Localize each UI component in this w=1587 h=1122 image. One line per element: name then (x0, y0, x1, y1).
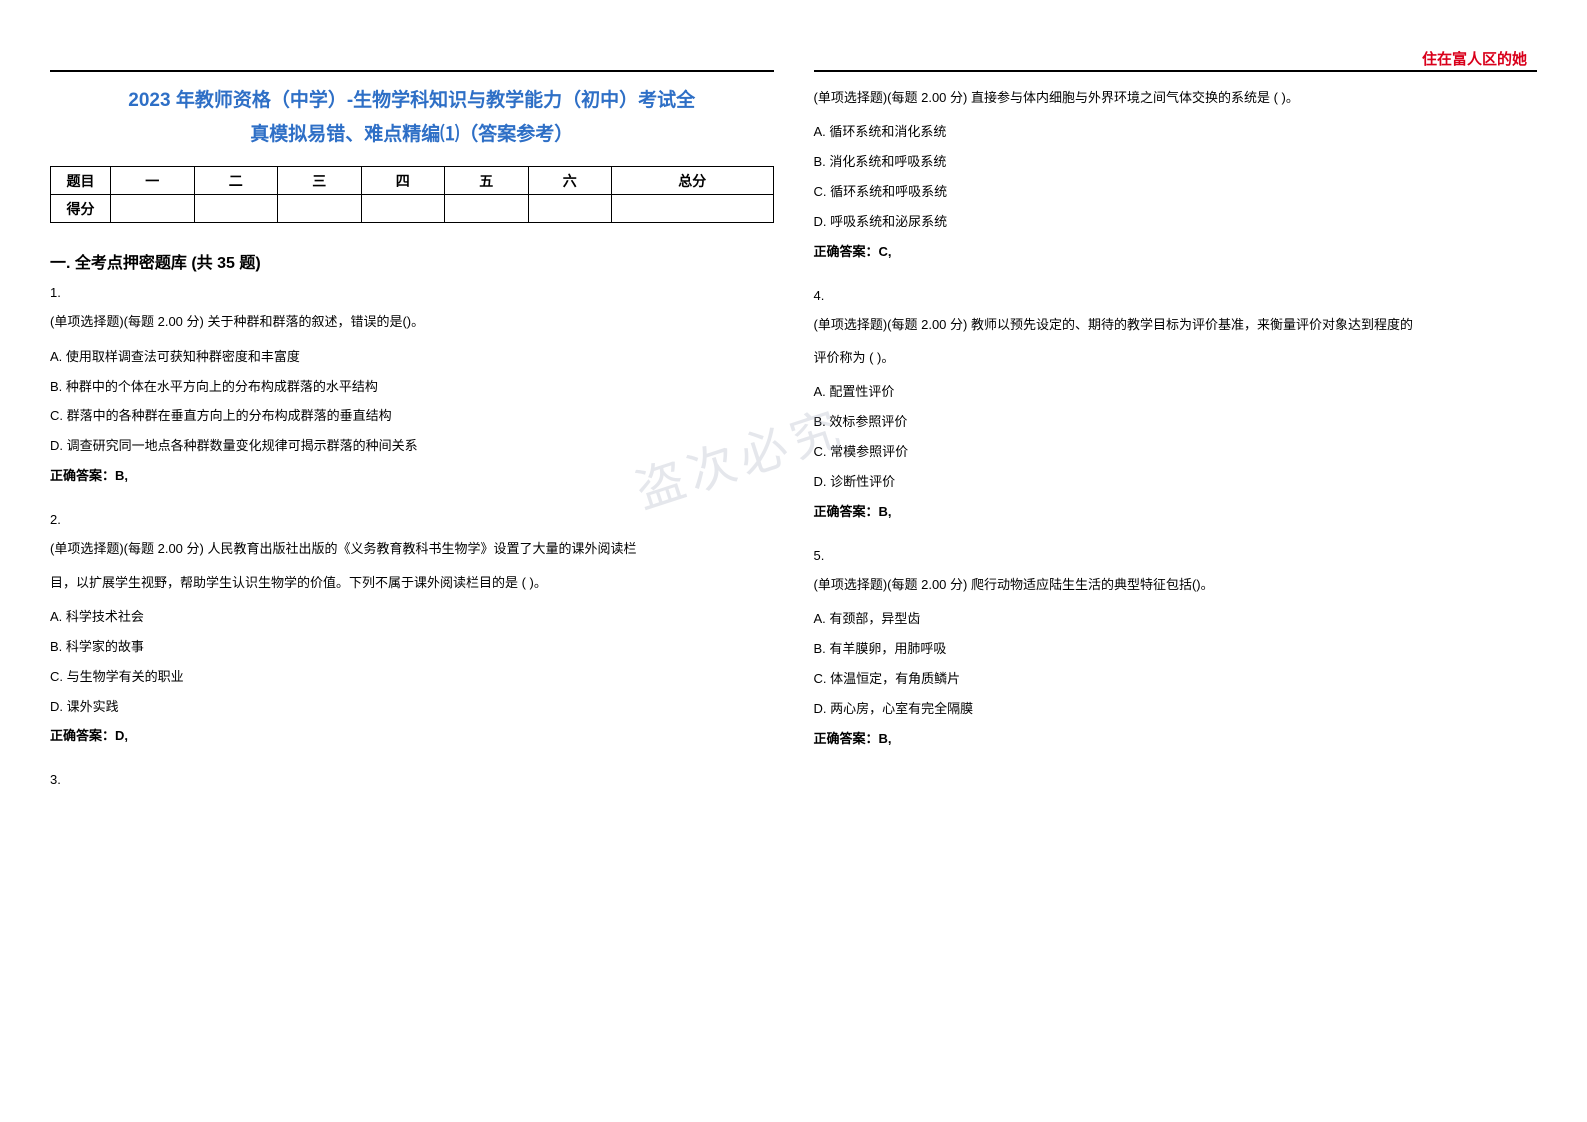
option-c: C. 循环系统和呼吸系统 (814, 177, 1538, 207)
th-col2: 二 (194, 167, 278, 195)
left-column: 2023 年教师资格（中学）-生物学科知识与教学能力（初中）考试全 真模拟易错、… (50, 70, 774, 795)
option-d: D. 调查研究同一地点各种群数量变化规律可揭示群落的种间关系 (50, 431, 774, 461)
page-columns: 2023 年教师资格（中学）-生物学科知识与教学能力（初中）考试全 真模拟易错、… (50, 70, 1537, 795)
option-c: C. 与生物学有关的职业 (50, 662, 774, 692)
th-total: 总分 (612, 167, 774, 195)
question-stem-line2: 评价称为 ( )。 (814, 344, 1538, 371)
exam-title: 2023 年教师资格（中学）-生物学科知识与教学能力（初中）考试全 真模拟易错、… (50, 84, 774, 152)
question-block: 2. (单项选择题)(每题 2.00 分) 人民教育出版社出版的《义务教育教科书… (50, 512, 774, 744)
option-a: A. 科学技术社会 (50, 602, 774, 632)
score-table: 题目 一 二 三 四 五 六 总分 得分 (50, 166, 774, 223)
option-c: C. 体温恒定，有角质鳞片 (814, 664, 1538, 694)
td-blank (445, 195, 529, 223)
table-row: 题目 一 二 三 四 五 六 总分 (51, 167, 774, 195)
question-stem: (单项选择题)(每题 2.00 分) 教师以预先设定的、期待的教学目标为评价基准… (814, 311, 1538, 338)
option-b: B. 有羊膜卵，用肺呼吸 (814, 634, 1538, 664)
question-stem: (单项选择题)(每题 2.00 分) 人民教育出版社出版的《义务教育教科书生物学… (50, 535, 774, 562)
question-number: 5. (814, 548, 1538, 563)
option-a: A. 使用取样调查法可获知种群密度和丰富度 (50, 342, 774, 372)
td-blank (361, 195, 445, 223)
th-item: 题目 (51, 167, 111, 195)
answer: 正确答案：B, (814, 728, 1538, 747)
question-number: 1. (50, 285, 774, 300)
option-a: A. 配置性评价 (814, 377, 1538, 407)
option-a: A. 有颈部，异型齿 (814, 604, 1538, 634)
option-d: D. 诊断性评价 (814, 467, 1538, 497)
answer: 正确答案：D, (50, 725, 774, 744)
option-b: B. 效标参照评价 (814, 407, 1538, 437)
th-col1: 一 (111, 167, 195, 195)
td-score-label: 得分 (51, 195, 111, 223)
question-block: 4. (单项选择题)(每题 2.00 分) 教师以预先设定的、期待的教学目标为评… (814, 288, 1538, 520)
header-right-text: 住在富人区的她 (1422, 48, 1527, 69)
question-stem-line2: 目，以扩展学生视野，帮助学生认识生物学的价值。下列不属于课外阅读栏目的是 ( )… (50, 569, 774, 596)
option-b: B. 种群中的个体在水平方向上的分布构成群落的水平结构 (50, 372, 774, 402)
exam-title-line1: 2023 年教师资格（中学）-生物学科知识与教学能力（初中）考试全 (50, 84, 774, 118)
table-row: 得分 (51, 195, 774, 223)
question-number: 2. (50, 512, 774, 527)
td-blank (612, 195, 774, 223)
option-b: B. 消化系统和呼吸系统 (814, 147, 1538, 177)
td-blank (111, 195, 195, 223)
section-title: 一. 全考点押密题库 (共 35 题) (50, 249, 774, 273)
option-b: B. 科学家的故事 (50, 632, 774, 662)
option-d: D. 两心房，心室有完全隔膜 (814, 694, 1538, 724)
question-number: 4. (814, 288, 1538, 303)
option-d: D. 呼吸系统和泌尿系统 (814, 207, 1538, 237)
question-stem: (单项选择题)(每题 2.00 分) 直接参与体内细胞与外界环境之间气体交换的系… (814, 84, 1538, 111)
td-blank (194, 195, 278, 223)
right-column: (单项选择题)(每题 2.00 分) 直接参与体内细胞与外界环境之间气体交换的系… (814, 70, 1538, 795)
question-stem: (单项选择题)(每题 2.00 分) 关于种群和群落的叙述，错误的是()。 (50, 308, 774, 335)
question-block: (单项选择题)(每题 2.00 分) 直接参与体内细胞与外界环境之间气体交换的系… (814, 84, 1538, 260)
answer: 正确答案：B, (814, 501, 1538, 520)
question-number: 3. (50, 772, 774, 787)
question-block: 1. (单项选择题)(每题 2.00 分) 关于种群和群落的叙述，错误的是()。… (50, 285, 774, 484)
option-c: C. 群落中的各种群在垂直方向上的分布构成群落的垂直结构 (50, 401, 774, 431)
option-c: C. 常模参照评价 (814, 437, 1538, 467)
th-col3: 三 (278, 167, 362, 195)
th-col4: 四 (361, 167, 445, 195)
question-block: 5. (单项选择题)(每题 2.00 分) 爬行动物适应陆生生活的典型特征包括(… (814, 548, 1538, 747)
td-blank (278, 195, 362, 223)
answer: 正确答案：C, (814, 241, 1538, 260)
question-stem: (单项选择题)(每题 2.00 分) 爬行动物适应陆生生活的典型特征包括()。 (814, 571, 1538, 598)
option-a: A. 循环系统和消化系统 (814, 117, 1538, 147)
exam-title-line2: 真模拟易错、难点精编⑴（答案参考） (50, 118, 774, 152)
option-d: D. 课外实践 (50, 692, 774, 722)
th-col6: 六 (528, 167, 612, 195)
th-col5: 五 (445, 167, 529, 195)
td-blank (528, 195, 612, 223)
answer: 正确答案：B, (50, 465, 774, 484)
